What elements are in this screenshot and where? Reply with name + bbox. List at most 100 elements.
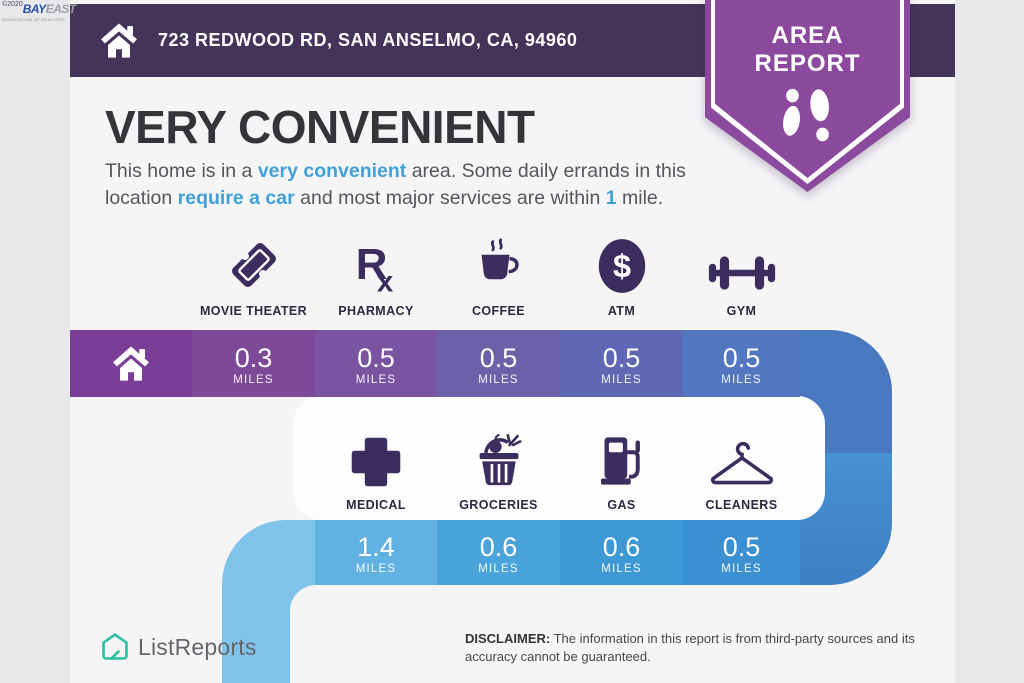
poi-label: MOVIE THEATER xyxy=(199,304,308,318)
summary-run: location xyxy=(105,187,178,209)
address-home-icon-slot xyxy=(98,21,140,61)
footer-panel xyxy=(290,585,955,683)
home-icon xyxy=(101,23,137,58)
distance-unit: MILES xyxy=(478,562,519,575)
summary-text: This home is in a very convenient area. … xyxy=(105,158,725,212)
watermark: ©2020BAYEAST ASSOCIATION OF REALTORS xyxy=(2,1,76,22)
home-icon xyxy=(113,346,149,381)
distance-value: 1.4 xyxy=(357,531,395,562)
area-report-badge: AREA REPORT xyxy=(705,0,910,192)
listreports-logo-icon xyxy=(102,633,128,660)
distance-cell-movie-theater: 0.3 MILES xyxy=(192,330,315,397)
distance-cell-gym: 0.5 MILES xyxy=(683,330,800,397)
poi-icon-slot: $ xyxy=(547,230,697,300)
rx-icon: R x xyxy=(356,240,394,296)
footprints-icon xyxy=(782,88,829,142)
distance-unit: MILES xyxy=(355,562,397,575)
poi-label: COFFEE xyxy=(471,304,526,318)
poi-label: ATM xyxy=(607,304,636,318)
badge-title: AREA REPORT xyxy=(705,22,910,78)
badge-line2: REPORT xyxy=(754,50,861,77)
poi-coffee: COFFEE xyxy=(424,230,574,318)
listreports-brand: ListReports xyxy=(100,632,257,662)
summary-line: This home is in a very convenient area. … xyxy=(105,158,725,185)
disclaimer-text: The information in this report is from t… xyxy=(465,631,915,664)
distance-value: 0.5 xyxy=(722,531,761,562)
hanger-icon xyxy=(710,442,773,485)
distance-unit: MILES xyxy=(355,373,397,386)
poi-groceries: GROCERIES xyxy=(424,424,574,512)
watermark-brand-secondary: EAST xyxy=(45,2,77,16)
poi-label: GAS xyxy=(607,498,636,512)
poi-movie-theater: MOVIE THEATER xyxy=(179,230,329,318)
grocery-basket-icon xyxy=(479,433,521,486)
disclaimer: DISCLAIMER: The information in this repo… xyxy=(465,630,943,665)
distance-cell-pharmacy: 0.5 MILES xyxy=(315,330,437,397)
movie-ticket-icon xyxy=(231,243,276,287)
summary-run: and most major services are within xyxy=(294,187,606,209)
badge-footprints-slot xyxy=(705,84,910,148)
poi-gas: GAS xyxy=(547,424,697,512)
distance-cell-medical: 1.4 MILES xyxy=(315,520,437,585)
dollar-circle-icon: $ xyxy=(598,239,645,293)
poi-label: CLEANERS xyxy=(705,498,778,512)
distance-unit: MILES xyxy=(233,373,274,386)
svg-text:R: R xyxy=(356,240,388,289)
listreports-logo-slot xyxy=(100,632,130,662)
distance-value: 0.5 xyxy=(602,342,641,373)
poi-icon-slot xyxy=(424,424,574,494)
poi-icon-slot xyxy=(301,424,451,494)
svg-text:x: x xyxy=(377,265,394,296)
address-text: 723 REDWOOD RD, SAN ANSELMO, CA, 94960 xyxy=(158,30,578,50)
summary-run: This home is in a xyxy=(105,160,258,182)
distance-unit: MILES xyxy=(721,373,762,386)
origin-home-icon-slot xyxy=(110,344,152,384)
dumbbell-icon xyxy=(708,256,775,290)
coffee-cup-icon xyxy=(481,238,519,280)
summary-highlight: very convenient xyxy=(257,160,407,182)
distance-value: 0.3 xyxy=(234,342,273,373)
distance-cell-coffee: 0.5 MILES xyxy=(437,330,560,397)
poi-label: PHARMACY xyxy=(338,304,414,318)
summary-run: mile. xyxy=(616,187,664,209)
poi-icon-slot xyxy=(547,424,697,494)
distance-unit: MILES xyxy=(478,373,519,386)
poi-cleaners: CLEANERS xyxy=(667,424,817,512)
poi-medical: MEDICAL xyxy=(301,424,451,512)
poi-pharmacy: R x PHARMACY xyxy=(301,230,451,318)
distance-cell-atm: 0.5 MILES xyxy=(560,330,683,397)
poi-icon-slot xyxy=(667,424,817,494)
listreports-wordmark: ListReports xyxy=(138,633,257,660)
poi-atm: $ ATM xyxy=(547,230,697,318)
watermark-tagline: ASSOCIATION OF REALTORS xyxy=(2,17,65,22)
medical-cross-icon xyxy=(351,437,401,487)
distance-value: 0.6 xyxy=(479,531,518,562)
poi-gym: GYM xyxy=(667,230,817,318)
poi-label: MEDICAL xyxy=(346,498,406,512)
badge-line1: AREA xyxy=(771,22,844,49)
distance-value: 0.5 xyxy=(479,342,518,373)
poi-icon-slot xyxy=(179,230,329,300)
gas-pump-icon xyxy=(600,437,640,485)
distance-unit: MILES xyxy=(601,562,642,575)
distance-value: 0.6 xyxy=(602,531,641,562)
poi-label: GYM xyxy=(726,304,757,318)
poi-icon-slot: R x xyxy=(301,230,451,300)
distance-cell-cleaners: 0.5 MILES xyxy=(683,520,800,585)
poi-icon-slot xyxy=(424,230,574,300)
distance-unit: MILES xyxy=(601,373,642,386)
summary-highlight: 1 xyxy=(605,187,617,209)
page-title: VERY CONVENIENT xyxy=(105,101,535,153)
summary-run: area. Some daily errands in this xyxy=(406,160,686,182)
summary-highlight: require a car xyxy=(177,187,295,209)
distance-value: 0.5 xyxy=(722,342,761,373)
origin-home-cell xyxy=(70,330,192,397)
poi-icon-slot xyxy=(667,230,817,300)
svg-text:$: $ xyxy=(612,248,630,284)
distance-value: 0.5 xyxy=(357,342,395,373)
watermark-copyright: ©2020 xyxy=(2,1,23,8)
summary-line: location require a car and most major se… xyxy=(105,185,725,212)
distance-cell-groceries: 0.6 MILES xyxy=(437,520,560,585)
poi-label: GROCERIES xyxy=(459,498,538,512)
